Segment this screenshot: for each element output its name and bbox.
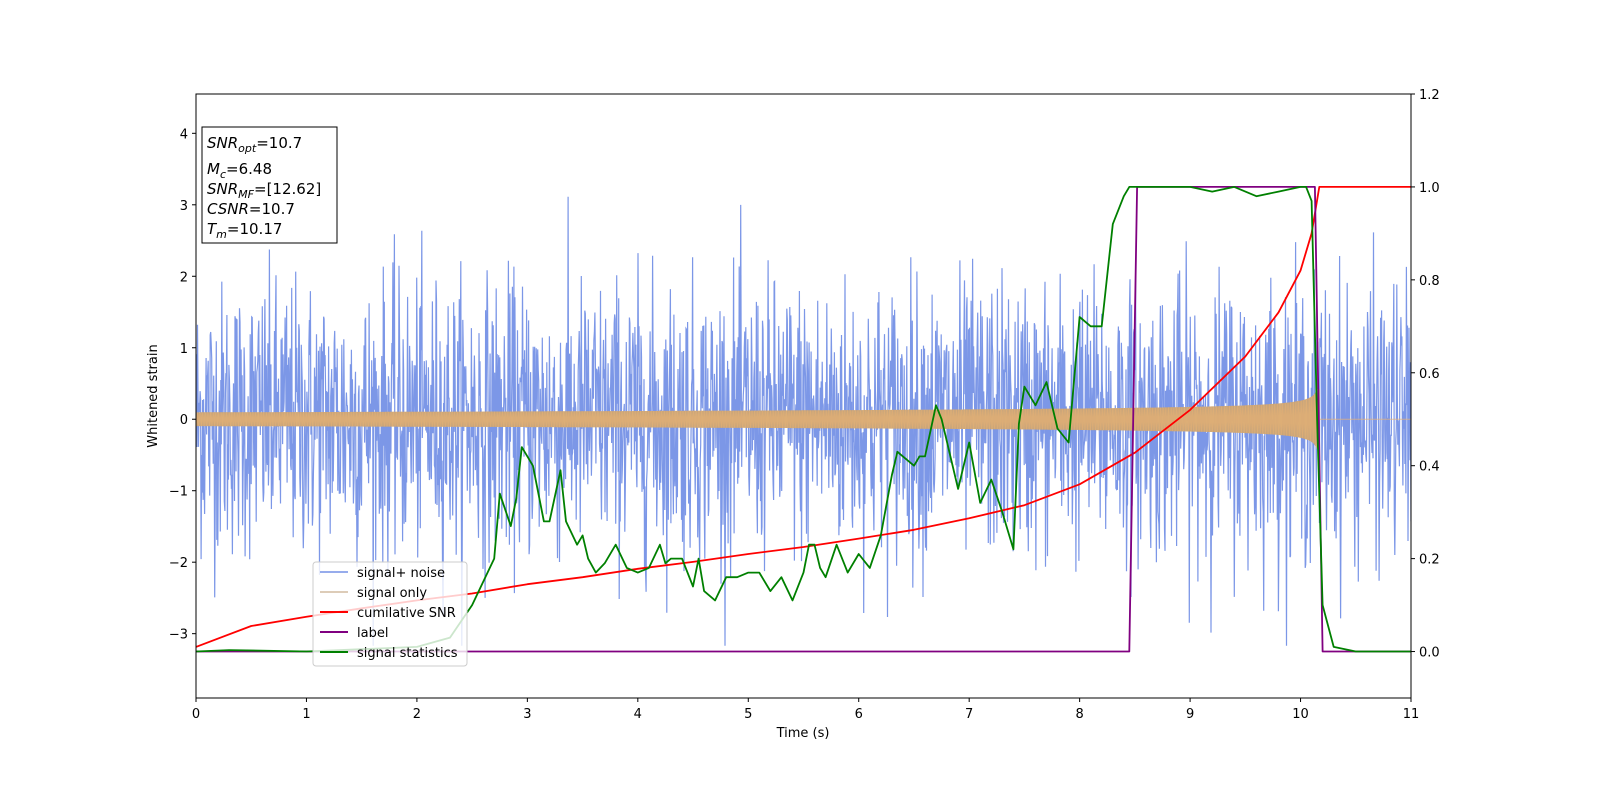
y-right-tick-label: 1.2 [1419, 88, 1440, 103]
y-axis-label: Whitened strain [146, 344, 161, 447]
x-tick-label: 5 [744, 707, 752, 722]
legend-label: signal statistics [357, 646, 458, 661]
axis-ticks: 0 1 2 3 4 5 6 7 8 9 10 11 −3 −2 −1 0 1 2 3 4 0.0 0.2 0.4 0.6 0.8… [169, 88, 1440, 722]
x-tick-label: 8 [1075, 707, 1083, 722]
annotation-line: Tm=10.17 [207, 220, 282, 241]
y-left-tick-label: 2 [180, 270, 188, 285]
y-right-tick-label: 0.4 [1419, 460, 1440, 475]
x-tick-label: 10 [1292, 707, 1309, 722]
y-right-tick-label: 0.6 [1419, 367, 1440, 382]
y-left-tick-label: 4 [180, 127, 188, 142]
series-line-label [196, 186, 1411, 653]
x-tick-label: 0 [192, 707, 200, 722]
y-left-tick-label: 1 [180, 342, 188, 357]
x-tick-label: 11 [1403, 707, 1420, 722]
x-tick-label: 2 [413, 707, 421, 722]
axes-frame [195, 93, 1412, 699]
x-tick-label: 7 [965, 707, 973, 722]
x-tick-label: 9 [1186, 707, 1194, 722]
x-tick-label: 6 [855, 707, 863, 722]
annotation-line: Mc=6.48 [207, 160, 272, 181]
y-right-tick-label: 0.0 [1419, 646, 1440, 661]
legend: signal+ noise signal only cumilative SNR la… [312, 561, 468, 667]
x-tick-label: 3 [523, 707, 531, 722]
y-left-tick-label: 0 [180, 413, 188, 428]
annotation-line: CSNR=10.7 [207, 200, 295, 218]
annotation-line: SNRMF=[12.62] [207, 180, 321, 201]
x-tick-label: 1 [302, 707, 310, 722]
series-line-signal-statistics [196, 186, 1411, 653]
y-left-tick-label: 3 [180, 199, 188, 214]
x-axis-label: Time (s) [776, 726, 830, 741]
y-left-tick-label: −2 [169, 556, 188, 571]
annotation-frame [201, 126, 338, 244]
legend-label: signal+ noise [357, 566, 445, 581]
legend-frame [312, 561, 468, 667]
legend-label: cumilative SNR [357, 606, 456, 621]
legend-label: label [357, 626, 388, 641]
x-tick-label: 4 [634, 707, 642, 722]
annotation-box: SNRopt=10.7 Mc=6.48SNRMF=[12.62]CSNR=10.7… [201, 126, 338, 244]
legend-label: signal only [357, 586, 427, 601]
y-right-tick-label: 0.8 [1419, 274, 1440, 289]
y-left-tick-label: −3 [169, 628, 188, 643]
annotation-line: SNRopt=10.7 [207, 134, 302, 155]
y-left-tick-label: −1 [169, 485, 188, 500]
y-right-tick-label: 1.0 [1419, 181, 1440, 196]
y-right-tick-label: 0.2 [1419, 553, 1440, 568]
